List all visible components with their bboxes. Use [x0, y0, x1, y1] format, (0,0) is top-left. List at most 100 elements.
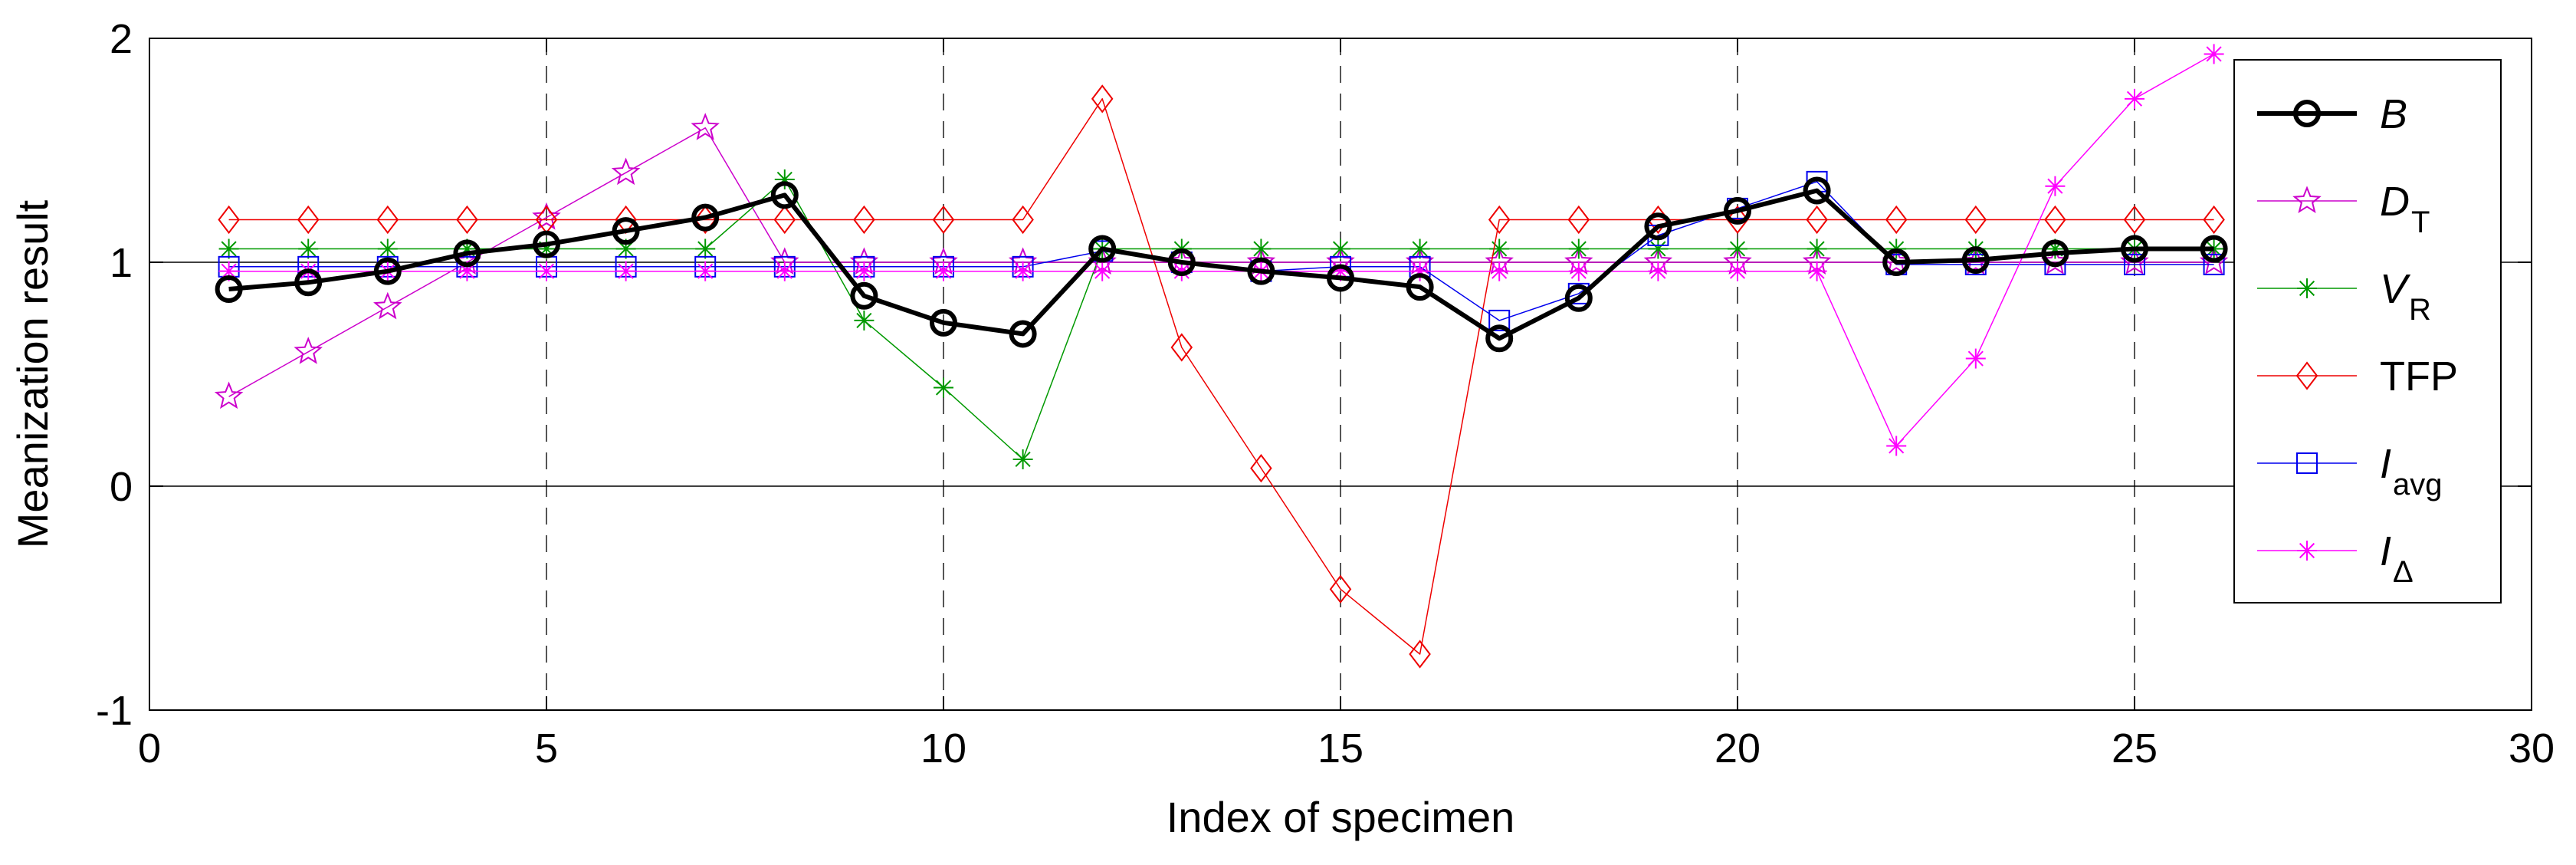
- data-point-tfp-11: [1012, 205, 1034, 235]
- legend-entry-i-avg: Iavg: [2257, 441, 2443, 502]
- y-tick-label-1: 1: [110, 240, 133, 286]
- data-point-b-6: [612, 217, 640, 245]
- data-point-b-8: [770, 181, 799, 209]
- y-tick-label-neg1: -1: [96, 688, 133, 734]
- data-point-d-t-5: [532, 202, 561, 230]
- data-point-b-19: [1644, 212, 1672, 241]
- data-point-b-11: [1009, 320, 1037, 348]
- data-point-tfp-20: [1726, 205, 1749, 235]
- data-point-b-15: [1327, 264, 1354, 292]
- data-point-b-26: [2200, 235, 2228, 263]
- data-point-v-r-9: [854, 310, 875, 331]
- data-point-i-avg-26: [2203, 253, 2225, 275]
- legend: B DT VR TFP Iavg IΔ: [2233, 59, 2502, 604]
- data-point-i-22: [1886, 436, 1907, 456]
- legend-label-main-b: B: [2380, 91, 2407, 137]
- data-point-tfp-26: [2203, 205, 2225, 235]
- legend-label-sub-i-avg: avg: [2393, 468, 2443, 502]
- data-point-i-10: [934, 261, 953, 281]
- legend-swatch-marker-b: [2293, 100, 2321, 127]
- data-point-d-t-2: [294, 337, 323, 364]
- data-point-i-avg-17: [1488, 309, 1511, 331]
- series-line-i: [228, 53, 2214, 447]
- data-point-d-t-1: [214, 381, 244, 409]
- legend-label-d-t: DT: [2380, 179, 2430, 239]
- data-point-tfp-23: [1964, 205, 1987, 235]
- data-point-i-25: [2125, 88, 2144, 109]
- legend-label-sub-i: Δ: [2393, 555, 2414, 589]
- x-tick-label-10: 10: [920, 725, 966, 771]
- legend-label-main-tfp: TFP: [2380, 354, 2458, 400]
- data-point-b-5: [533, 230, 560, 258]
- legend-label-tfp: TFP: [2380, 354, 2458, 400]
- data-point-b-9: [850, 281, 878, 310]
- data-point-v-r-16: [1409, 238, 1430, 259]
- data-point-tfp-14: [1250, 453, 1272, 483]
- data-point-b-16: [1406, 273, 1434, 301]
- legend-entry-b: B: [2257, 91, 2407, 137]
- data-point-i-avg-25: [2124, 253, 2145, 275]
- data-point-tfp-18: [1567, 205, 1590, 235]
- data-point-b-3: [373, 257, 402, 285]
- data-point-b-25: [2121, 235, 2148, 263]
- data-point-tfp-24: [2044, 205, 2066, 235]
- legend-label-b: B: [2380, 91, 2407, 137]
- legend-entry-tfp: TFP: [2257, 354, 2458, 400]
- legend-swatch-marker-v-r: [2297, 278, 2317, 298]
- x-tick-label-30: 30: [2509, 725, 2555, 771]
- data-point-b-13: [1167, 248, 1196, 276]
- data-point-v-r-19: [1648, 238, 1669, 259]
- data-point-d-t-7: [691, 113, 720, 140]
- data-point-tfp-9: [853, 205, 875, 235]
- data-point-tfp-16: [1409, 640, 1431, 669]
- data-point-v-r-15: [1331, 238, 1350, 259]
- data-point-b-20: [1724, 196, 1751, 225]
- data-point-v-r-3: [377, 238, 398, 259]
- data-point-i-5: [537, 261, 556, 281]
- legend-entry-i: IΔ: [2257, 528, 2414, 589]
- data-point-i-17: [1489, 261, 1510, 281]
- legend-label-main-v-r: V: [2380, 266, 2411, 312]
- legend-box: [2233, 59, 2502, 604]
- data-point-tfp-25: [2123, 205, 2146, 235]
- data-point-tfp-2: [297, 205, 320, 235]
- data-point-b-18: [1564, 284, 1593, 312]
- data-point-i-19: [1648, 261, 1669, 281]
- series-tfp: [218, 84, 2225, 669]
- data-point-b-7: [691, 203, 720, 232]
- data-point-tfp-22: [1885, 205, 1908, 235]
- data-point-v-r-18: [1568, 238, 1589, 259]
- legend-entry-d-t: DT: [2257, 179, 2430, 239]
- data-point-d-t-3: [373, 291, 402, 320]
- legend-label-sub-d-t: T: [2411, 206, 2430, 239]
- y-tick-label-2: 2: [110, 16, 133, 62]
- data-point-i-18: [1568, 261, 1589, 281]
- data-point-tfp-1: [218, 205, 240, 235]
- data-point-b-2: [294, 268, 323, 297]
- data-point-tfp-15: [1329, 574, 1352, 604]
- data-point-i-12: [1092, 261, 1113, 281]
- data-point-v-r-21: [1806, 238, 1827, 259]
- data-point-b-10: [930, 308, 957, 337]
- data-point-b-23: [1961, 246, 1990, 275]
- data-point-i-26: [2204, 44, 2224, 64]
- data-point-b-21: [1803, 176, 1831, 205]
- data-point-v-r-10: [934, 377, 953, 398]
- data-point-i-9: [854, 261, 875, 281]
- y-axis-title: Meanization result: [8, 199, 57, 548]
- legend-label-sub-v-r: R: [2409, 293, 2431, 327]
- x-tick-label-0: 0: [138, 725, 161, 771]
- data-point-b-22: [1882, 248, 1911, 276]
- data-point-i-6: [615, 261, 636, 281]
- legend-label-i-avg: Iavg: [2380, 441, 2443, 502]
- data-point-b-1: [215, 275, 243, 304]
- legend-label-i: IΔ: [2380, 528, 2414, 589]
- data-point-b-17: [1485, 324, 1514, 353]
- legend-swatch-marker-tfp: [2295, 361, 2318, 390]
- data-point-tfp-12: [1091, 84, 1114, 113]
- legend-swatch-marker-i-avg: [2296, 452, 2318, 474]
- data-point-tfp-17: [1488, 205, 1511, 235]
